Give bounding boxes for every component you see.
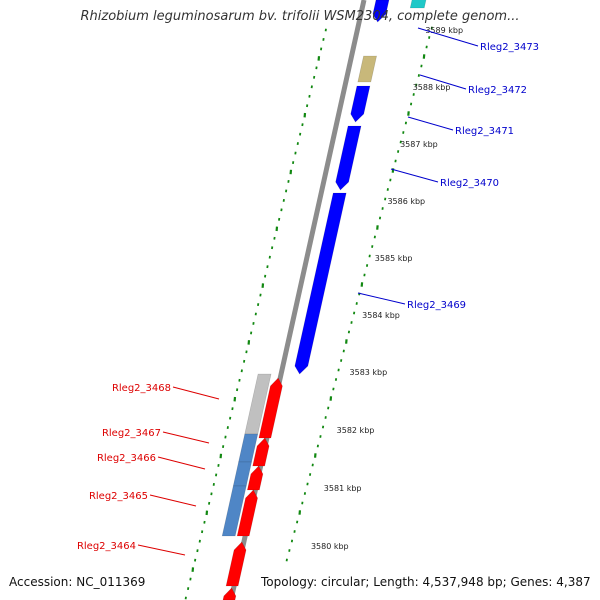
- gene-arrow-forward: [357, 55, 377, 83]
- gene-arrow-forward: [294, 192, 347, 375]
- label-leader-line: [357, 292, 406, 305]
- gene-label-forward[interactable]: Rleg2_3470: [440, 178, 499, 189]
- gene-arrow-forward: [372, 0, 390, 23]
- ruler-tick-label: 3586 kbp: [387, 197, 425, 206]
- gene-label-reverse[interactable]: Rleg2_3468: [112, 383, 171, 394]
- gene-label-forward[interactable]: Rleg2_3473: [480, 42, 539, 53]
- ruler-tick-label: 3583 kbp: [350, 368, 388, 377]
- gene-arrow-forward: [409, 0, 427, 9]
- label-leader-line: [390, 168, 439, 183]
- label-leader-line: [157, 456, 206, 470]
- accession-text: Accession: NC_011369: [9, 575, 146, 589]
- gene-arrow-forward: [350, 85, 371, 123]
- label-leader-line: [137, 544, 186, 556]
- gene-labels: Rleg2_3473 Rleg2_3472 Rleg2_3471 Rleg2_3470…: [77, 27, 539, 556]
- map-title: Rhizobium leguminosarum bv. trifolii WSM…: [80, 9, 520, 24]
- label-leader-line: [162, 431, 210, 444]
- gene-label-reverse[interactable]: Rleg2_3465: [89, 491, 148, 502]
- gene-label-forward[interactable]: Rleg2_3472: [468, 85, 527, 96]
- label-leader-line: [149, 494, 197, 507]
- gene-label-reverse[interactable]: Rleg2_3464: [77, 541, 136, 552]
- ruler-tick-label: 3582 kbp: [337, 426, 375, 435]
- ruler-tick-label: 3588 kbp: [413, 83, 451, 92]
- gene-box-operon: [221, 485, 247, 537]
- label-leader-line: [419, 74, 467, 90]
- gene-label-forward[interactable]: Rleg2_3469: [407, 300, 466, 311]
- gene-features: [221, 0, 427, 600]
- ruler-tick-label: 3587 kbp: [400, 140, 438, 149]
- gene-arrow-reverse: [222, 587, 237, 600]
- label-leader-line: [172, 386, 220, 400]
- label-leader-line: [417, 27, 479, 47]
- gene-label-reverse[interactable]: Rleg2_3466: [97, 453, 156, 464]
- ruler-tick-label: 3584 kbp: [362, 311, 400, 320]
- ruler-tick-label: 3589 kbp: [425, 26, 463, 35]
- ruler: 3589 kbp 3588 kbp 3587 kbp 3586 kbp 3585 kbp…: [311, 26, 463, 551]
- gene-label-reverse[interactable]: Rleg2_3467: [102, 428, 161, 439]
- label-leader-line: [407, 116, 454, 131]
- ruler-tick-label: 3580 kbp: [311, 542, 349, 551]
- genome-summary-text: Topology: circular; Length: 4,537,948 bp…: [261, 575, 591, 589]
- gene-arrow-reverse: [225, 541, 247, 587]
- gene-arrow-reverse: [236, 489, 258, 537]
- gene-arrow-forward: [335, 125, 362, 191]
- dotted-guide-lines: [184, 26, 433, 600]
- gene-label-forward[interactable]: Rleg2_3471: [455, 126, 514, 137]
- ruler-tick-label: 3585 kbp: [375, 254, 413, 263]
- ruler-tick-label: 3581 kbp: [324, 484, 362, 493]
